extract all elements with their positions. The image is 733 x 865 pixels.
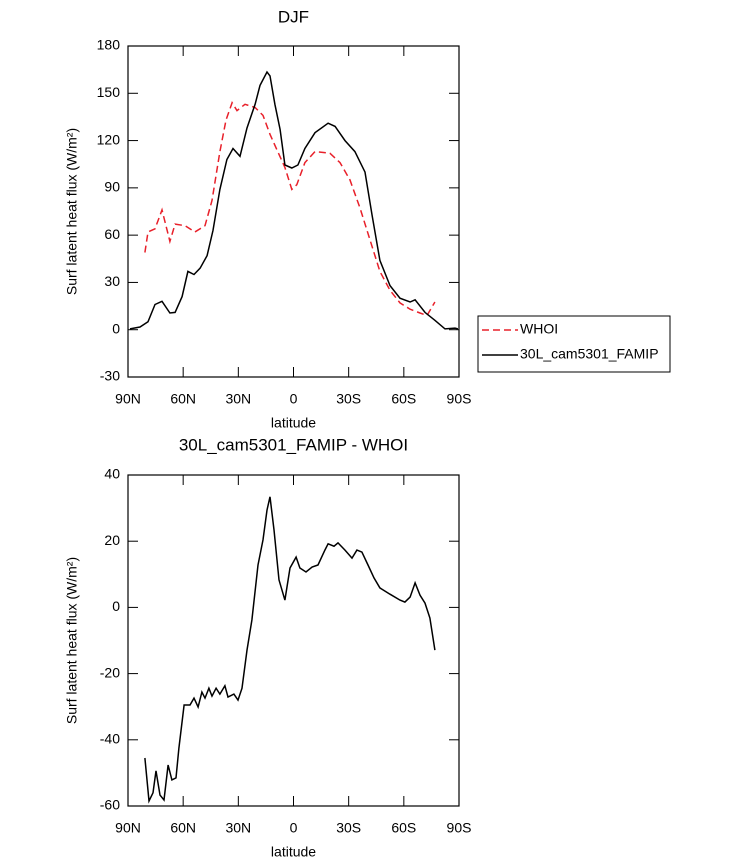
y-tick-label: -20 bbox=[100, 664, 120, 680]
y-tick-label: 120 bbox=[97, 131, 121, 147]
plot-frame bbox=[127, 45, 460, 378]
y-tick-label: -30 bbox=[100, 368, 120, 384]
y-tick-label: 0 bbox=[112, 598, 120, 614]
y-tick-label: 60 bbox=[104, 226, 120, 242]
y-tick-label: 180 bbox=[97, 37, 121, 53]
y-axis-label: Surf latent heat flux (W/m²) bbox=[64, 557, 80, 724]
x-tick-label: 90N bbox=[115, 391, 141, 407]
x-axis-label: latitude bbox=[271, 844, 316, 860]
x-tick-label: 30N bbox=[225, 820, 251, 836]
x-tick-label: 0 bbox=[290, 820, 298, 836]
legend-box bbox=[477, 315, 671, 373]
x-tick-label: 60S bbox=[391, 820, 416, 836]
legend-label: 30L_cam5301_FAMIP bbox=[520, 346, 659, 362]
data-line bbox=[129, 70, 459, 330]
x-tick-label: 30S bbox=[336, 820, 361, 836]
y-tick-label: 150 bbox=[97, 84, 121, 100]
y-tick-label: 20 bbox=[104, 532, 120, 548]
y-tick-label: -40 bbox=[100, 731, 120, 747]
x-tick-label: 90S bbox=[447, 391, 472, 407]
y-tick-label: 40 bbox=[104, 466, 120, 482]
plot-frame bbox=[127, 474, 460, 807]
x-axis-label: latitude bbox=[271, 415, 316, 431]
x-tick-label: 0 bbox=[290, 391, 298, 407]
x-tick-label: 30S bbox=[336, 391, 361, 407]
chart-title: 30L_cam5301_FAMIP - WHOI bbox=[179, 435, 408, 454]
y-tick-label: -60 bbox=[100, 797, 120, 813]
data-line bbox=[144, 496, 436, 804]
legend-label: WHOI bbox=[520, 321, 558, 337]
x-tick-label: 60N bbox=[170, 820, 196, 836]
chart-title: DJF bbox=[278, 7, 309, 26]
x-tick-label: 90S bbox=[447, 820, 472, 836]
data-line bbox=[144, 100, 436, 317]
x-tick-label: 60N bbox=[170, 391, 196, 407]
y-tick-label: 0 bbox=[112, 320, 120, 336]
y-tick-label: 30 bbox=[104, 273, 120, 289]
x-tick-label: 60S bbox=[391, 391, 416, 407]
x-tick-label: 90N bbox=[115, 820, 141, 836]
y-tick-label: 90 bbox=[104, 179, 120, 195]
x-tick-label: 30N bbox=[225, 391, 251, 407]
y-axis-label: Surf latent heat flux (W/m²) bbox=[64, 128, 80, 295]
